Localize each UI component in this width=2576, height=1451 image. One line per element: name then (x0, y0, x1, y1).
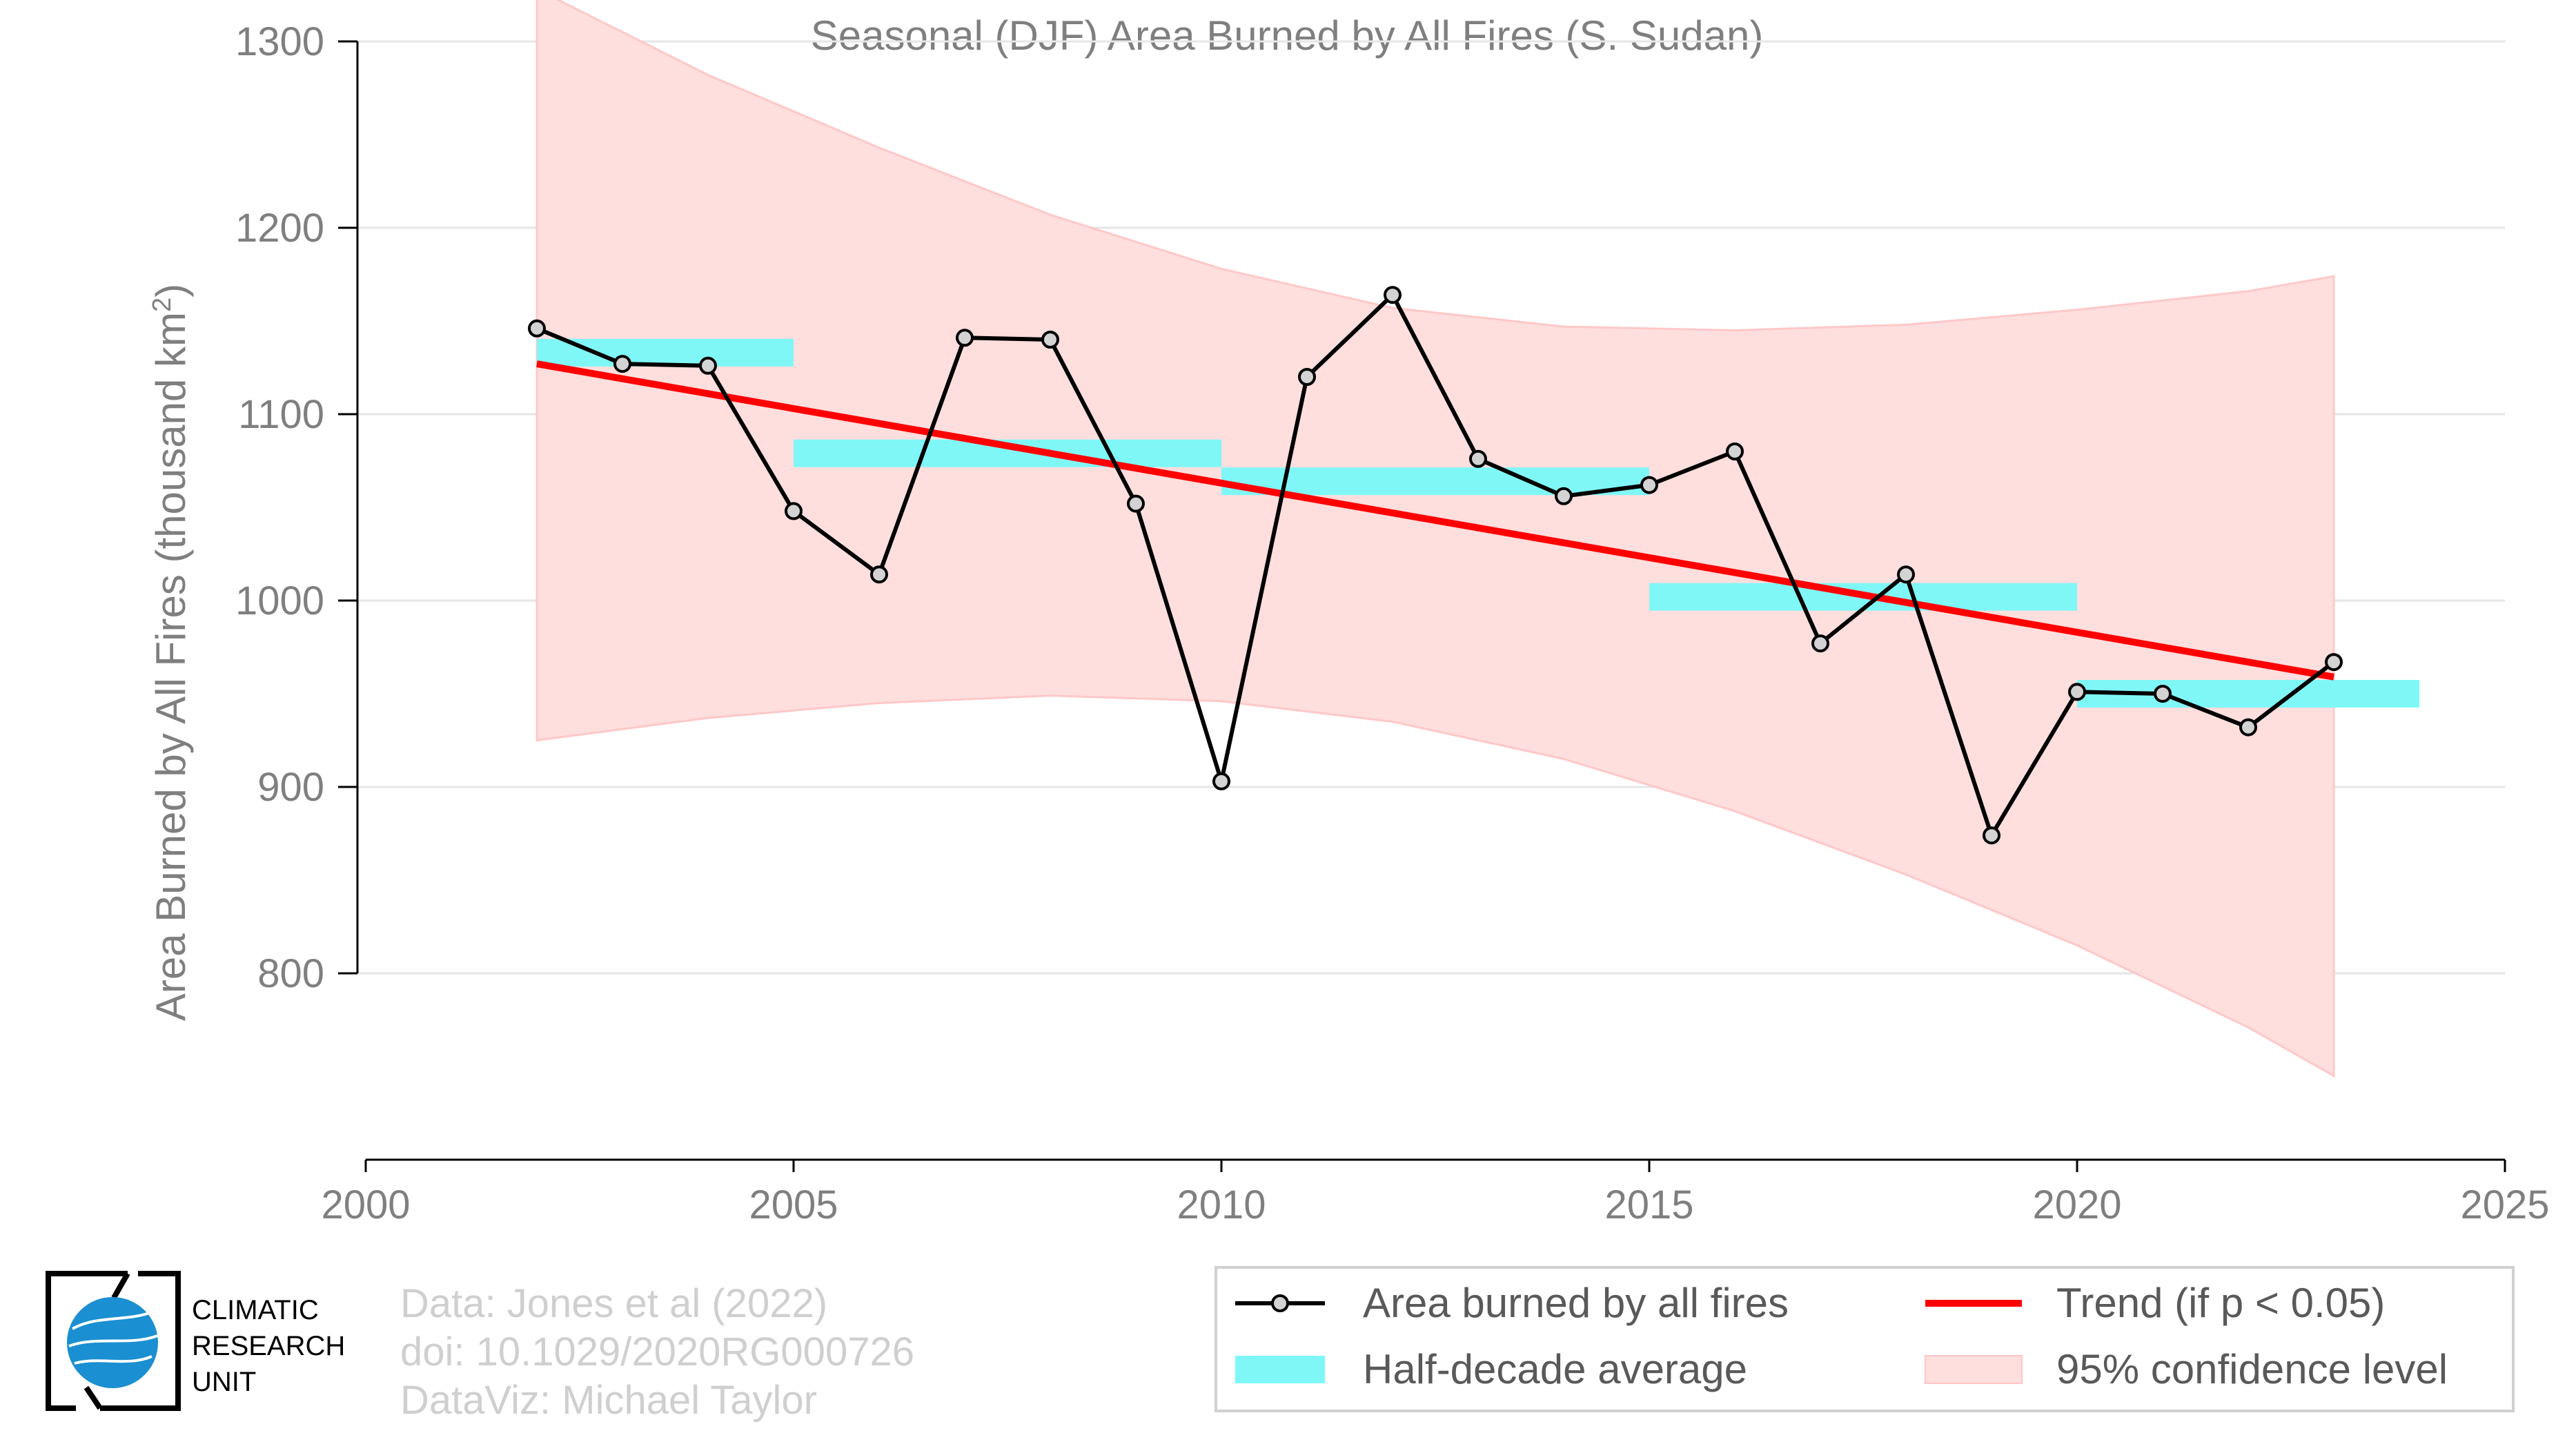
x-tick-label: 2020 (2032, 1182, 2121, 1227)
y-axis-label-close: ) (148, 284, 194, 298)
legend-trend-label: Trend (if p < 0.05) (2056, 1280, 2385, 1326)
data-point (1127, 494, 1145, 513)
legend-confidence-swatch (1925, 1355, 2023, 1384)
data-point (1811, 634, 1829, 653)
legend-frame (1215, 1266, 2515, 1412)
data-point (1726, 442, 1744, 460)
axes (338, 40, 2506, 1172)
data-point (2068, 683, 2086, 701)
x-tick-labels: 2000 2005 2010 2015 2020 2025 (321, 1182, 2549, 1227)
data-series (528, 286, 2343, 845)
series-line (535, 293, 2335, 838)
legend-halfdecade-label: Half-decade average (1363, 1346, 1747, 1392)
logo-slash-top (111, 1272, 130, 1299)
logo-bracket-left (46, 1271, 128, 1411)
data-point (1212, 772, 1230, 790)
legend-marker-swatch (1271, 1294, 1289, 1312)
data-point (1983, 826, 2000, 845)
y-tick-label: 1000 (235, 578, 324, 623)
y-tick-label: 1300 (235, 19, 324, 64)
data-point (1640, 476, 1658, 494)
half-decade-bar (1221, 467, 1649, 496)
y-axis-label: Area Burned by All Fires (thousand km2) (148, 284, 194, 1021)
data-point (2239, 718, 2257, 737)
data-point (1469, 449, 1487, 468)
logo-text-line3: UNIT (192, 1367, 257, 1397)
logo-text-line1: CLIMATIC (192, 1295, 319, 1325)
data-point (785, 502, 803, 520)
x-tick-label: 2010 (1177, 1182, 1266, 1227)
globe-swirl-3 (74, 1355, 153, 1365)
data-point (2154, 685, 2172, 703)
legend: Area burned by all fires Half-decade ave… (1215, 1266, 2515, 1412)
data-point (1555, 487, 1573, 505)
logo-text-line2: RESEARCH (192, 1331, 346, 1361)
half-decade-bar (537, 338, 794, 367)
data-point (699, 356, 717, 375)
data-point (613, 355, 631, 373)
credit-doi: doi: 10.1029/2020RG000726 (400, 1330, 914, 1374)
x-tick-label: 2000 (321, 1182, 410, 1227)
data-point (1897, 565, 1915, 584)
y-axis-label-sup: 2 (148, 298, 177, 312)
trend-line (536, 360, 2334, 681)
y-axis-label-main: Area Burned by All Fires (thousand km (148, 312, 194, 1021)
globe-swirl-2 (68, 1334, 158, 1347)
y-tick-label: 1100 (238, 392, 324, 437)
trend-line-group (536, 360, 2334, 681)
credit-dataviz: DataViz: Michael Taylor (400, 1378, 817, 1423)
logo-bracket-right (100, 1271, 181, 1411)
x-tick-label: 2015 (1604, 1182, 1693, 1227)
data-point (870, 565, 888, 584)
y-tick-label: 1200 (235, 206, 324, 251)
chart-title: Seasonal (DJF) Area Burned by All Fires … (811, 12, 1764, 59)
legend-confidence-label: 95% confidence level (2056, 1346, 2448, 1392)
legend-series-label: Area burned by all fires (1363, 1280, 1789, 1326)
cru-logo (46, 1271, 181, 1411)
data-point (1298, 368, 1316, 386)
data-point (1384, 286, 1402, 304)
confidence-band (535, 0, 2335, 1078)
x-tick-label: 2025 (2460, 1182, 2549, 1227)
data-point (956, 329, 974, 347)
legend-halfdecade-swatch (1235, 1356, 1325, 1383)
x-tick-label: 2005 (749, 1182, 838, 1227)
y-tick-labels: 800 900 1000 1100 1200 1300 (235, 19, 324, 996)
data-point (528, 319, 546, 338)
globe-icon (67, 1297, 158, 1388)
data-point (2325, 653, 2343, 672)
credit-data-source: Data: Jones et al (2022) (400, 1281, 828, 1326)
confidence-band-area (535, 0, 2335, 1078)
globe-swirl-1 (72, 1310, 154, 1330)
data-point (1041, 331, 1059, 349)
logo-slash-bottom (83, 1385, 103, 1410)
y-tick-label: 900 (257, 765, 324, 810)
y-tick-label: 800 (257, 951, 324, 996)
